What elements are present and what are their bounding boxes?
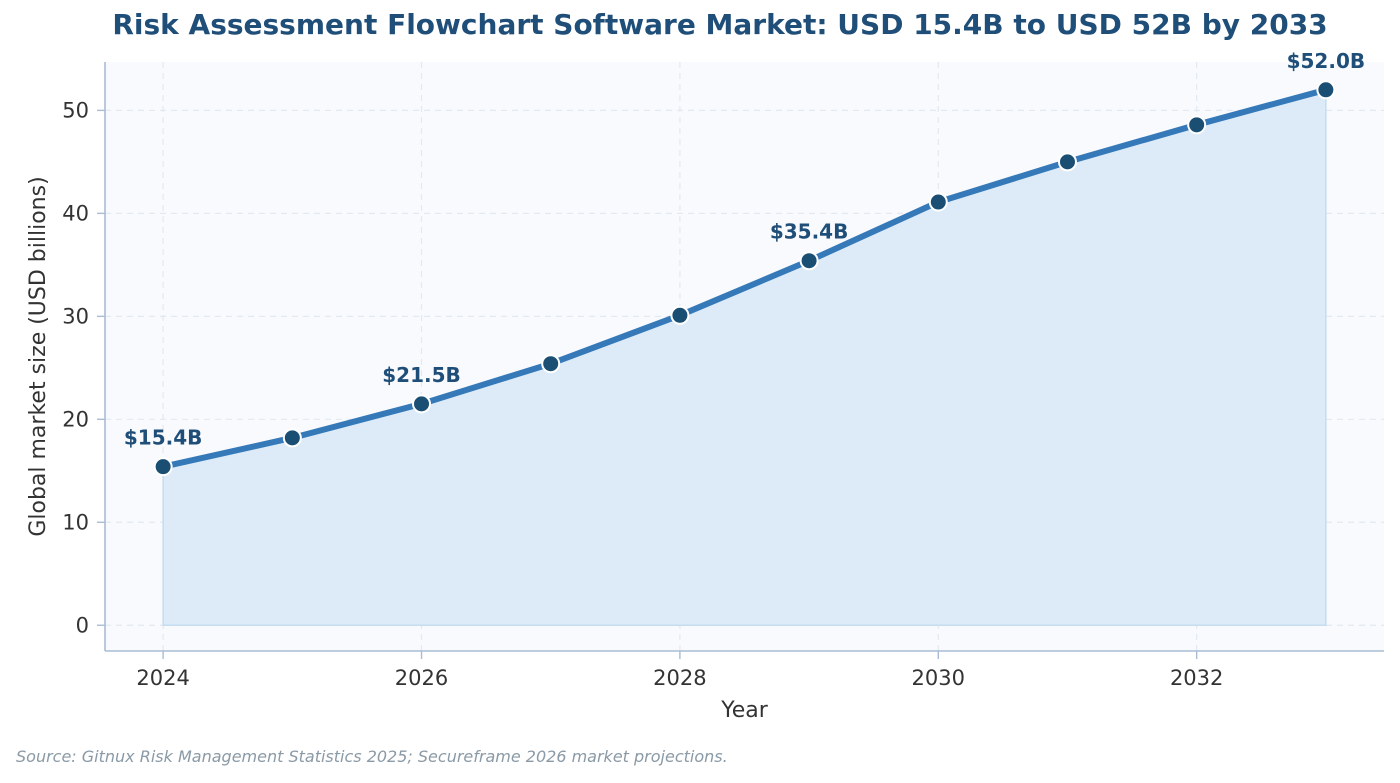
data-point (282, 428, 302, 448)
data-point (412, 394, 432, 414)
data-label: $35.4B (770, 220, 849, 244)
y-axis-title: Global market size (USD billions) (26, 176, 51, 536)
data-point (1057, 152, 1077, 172)
data-label: $15.4B (124, 426, 203, 450)
data-label: $21.5B (382, 363, 461, 387)
data-point (799, 251, 819, 271)
data-point (153, 457, 173, 477)
y-tick-label: 20 (62, 407, 89, 431)
data-point (1316, 80, 1336, 100)
x-tick-label: 2024 (136, 666, 189, 690)
data-labels: $15.4B $21.5B $35.4B $52.0B (124, 49, 1365, 450)
y-tick-label: 40 (62, 201, 89, 225)
data-point (1187, 115, 1207, 135)
x-tick-label: 2026 (395, 666, 448, 690)
x-tick-label: 2028 (653, 666, 706, 690)
x-tick-label: 2030 (912, 666, 965, 690)
source-note: Source: Gitnux Risk Management Statistic… (16, 747, 728, 766)
y-tick-label: 0 (76, 613, 89, 637)
y-tick-label: 10 (62, 510, 89, 534)
x-tick-label: 2032 (1170, 666, 1223, 690)
y-tick-label: 30 (62, 304, 89, 328)
chart-title: Risk Assessment Flowchart Software Marke… (112, 8, 1328, 41)
data-point (541, 354, 561, 374)
x-axis-title: Year (720, 698, 769, 723)
data-label: $52.0B (1287, 49, 1366, 73)
data-point (928, 192, 948, 212)
y-tick-label: 50 (62, 98, 89, 122)
data-point (670, 305, 690, 325)
data-markers (153, 80, 1336, 477)
series-line (160, 86, 1329, 470)
